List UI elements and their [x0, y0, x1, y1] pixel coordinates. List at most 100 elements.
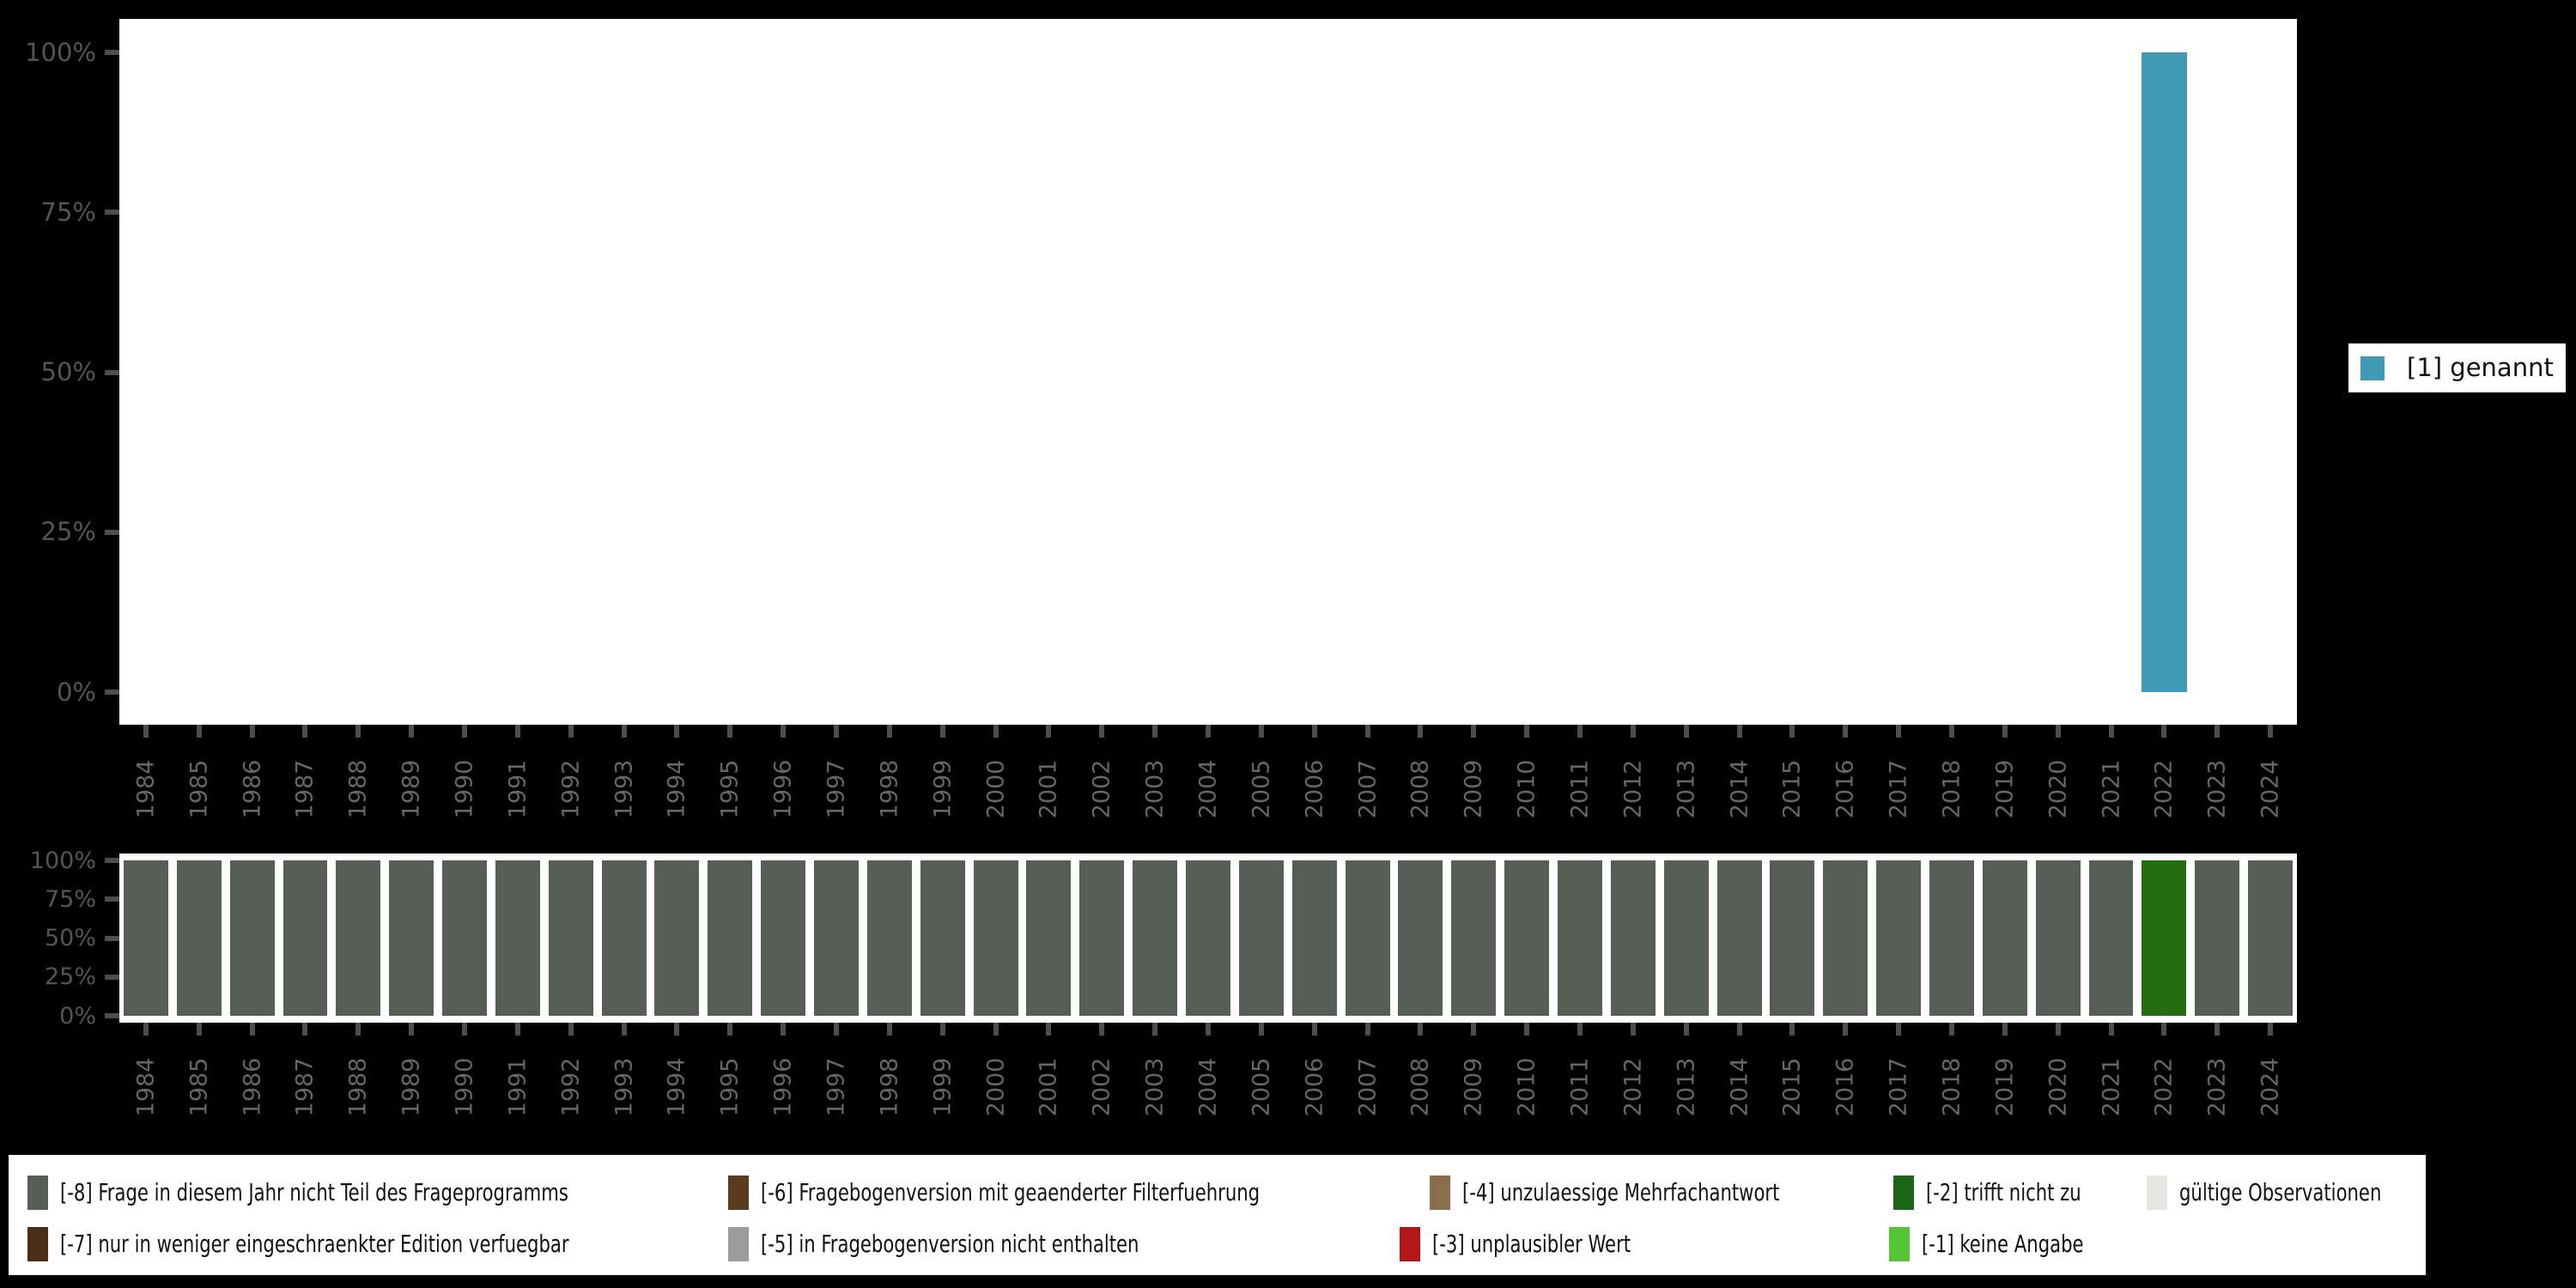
x-tick-mark	[196, 725, 202, 738]
x-tick-label: 2023	[2203, 1057, 2231, 1117]
x-tick-mark	[355, 1023, 361, 1036]
y-tick-label: 25%	[40, 517, 96, 547]
x-tick-label: 1996	[769, 1057, 797, 1117]
coverage-bar-2018	[1929, 860, 1974, 1016]
x-tick-label: 1998	[876, 759, 903, 819]
coverage-bar-2016	[1823, 860, 1868, 1016]
y-tick-mark	[105, 974, 119, 980]
x-tick-mark	[302, 1023, 308, 1036]
x-tick-mark	[1524, 725, 1530, 738]
legend-item--4: [-4] unzulaessige Mehrfachantwort	[1430, 1170, 1840, 1215]
x-tick-label: 1985	[185, 1057, 213, 1117]
x-tick-mark	[1418, 1023, 1424, 1036]
x-tick-mark	[143, 725, 149, 738]
coverage-bar-1993	[601, 860, 647, 1016]
coverage-bar-1985	[176, 860, 222, 1016]
x-tick-mark	[249, 725, 255, 738]
coverage-bar-2003	[1133, 860, 1178, 1016]
legend-item-label: [-4] unzulaessige Mehrfachantwort	[1462, 1178, 1780, 1206]
coverage-bar-2002	[1079, 860, 1125, 1016]
x-tick-label: 2024	[2257, 1057, 2284, 1117]
y-tick-mark	[105, 690, 119, 695]
x-tick-label: 1991	[504, 1057, 532, 1117]
x-tick-mark	[1789, 1023, 1795, 1036]
x-tick-label: 2020	[2044, 759, 2072, 819]
x-tick-mark	[2268, 1023, 2274, 1036]
x-tick-label: 1998	[876, 1057, 903, 1117]
coverage-bar-1986	[229, 860, 275, 1016]
legend-swatch	[728, 1227, 749, 1261]
x-tick-mark	[249, 1023, 255, 1036]
x-tick-mark	[1577, 1023, 1583, 1036]
coverage-bar-2001	[1026, 860, 1072, 1016]
y-tick-mark	[105, 369, 119, 375]
x-tick-mark	[1364, 725, 1370, 738]
coverage-bar-2012	[1610, 860, 1656, 1016]
x-tick-mark	[727, 1023, 733, 1036]
x-tick-label: 2014	[1726, 1057, 1753, 1117]
legend-item--7: [-7] nur in weniger eingeschraenkter Edi…	[27, 1222, 665, 1267]
x-tick-label: 2012	[1619, 1057, 1647, 1117]
x-tick-label: 2001	[1035, 1057, 1062, 1117]
x-tick-label: 2024	[2257, 759, 2284, 819]
x-tick-mark	[1364, 1023, 1370, 1036]
x-tick-mark	[727, 725, 733, 738]
bar-2022	[2141, 52, 2187, 692]
x-tick-mark	[2215, 1023, 2221, 1036]
legend-swatch	[1430, 1176, 1450, 1210]
missing-codes-legend-row: [-7] nur in weniger eingeschraenkter Edi…	[9, 1222, 2426, 1267]
x-tick-mark	[409, 1023, 415, 1036]
x-tick-mark	[1046, 1023, 1052, 1036]
x-tick-mark	[2108, 725, 2114, 738]
legend-swatch	[2147, 1176, 2167, 1210]
x-tick-label: 2007	[1354, 1057, 1382, 1117]
x-tick-mark	[1258, 725, 1264, 738]
coverage-bar-2015	[1770, 860, 1815, 1016]
y-tick-mark	[105, 935, 119, 941]
x-tick-label: 2017	[1885, 759, 1912, 819]
x-tick-mark	[1471, 1023, 1477, 1036]
x-tick-mark	[1152, 725, 1158, 738]
x-tick-label: 2003	[1141, 759, 1169, 819]
coverage-bar-2019	[1982, 860, 2027, 1016]
x-tick-label: 2019	[1991, 1057, 2019, 1117]
x-tick-label: 1997	[823, 759, 850, 819]
x-tick-mark	[568, 725, 574, 738]
legend-item-label: [-8] Frage in diesem Jahr nicht Teil des…	[60, 1178, 568, 1206]
legend-swatch	[1400, 1227, 1420, 1261]
x-tick-mark	[1843, 725, 1849, 738]
x-tick-mark	[781, 1023, 787, 1036]
x-tick-label: 1988	[344, 1057, 372, 1117]
x-tick-label: 2021	[2098, 1057, 2124, 1117]
x-tick-label: 1990	[451, 1057, 478, 1117]
legend-item-label: gültige Observationen	[2179, 1178, 2382, 1206]
x-tick-label: 2020	[2044, 1057, 2072, 1117]
x-tick-label: 2013	[1673, 1057, 1700, 1117]
coverage-bar-2023	[2195, 860, 2240, 1016]
coverage-y-axis: 100% 75% 50% 25% 0%	[0, 849, 119, 1028]
y-tick-label: 0%	[59, 1002, 96, 1030]
x-tick-mark	[1524, 1023, 1530, 1036]
x-tick-mark	[1311, 1023, 1317, 1036]
x-tick-label: 1997	[823, 1057, 850, 1117]
coverage-bar-1998	[866, 860, 912, 1016]
y-tick-mark	[105, 896, 119, 902]
x-tick-label: 2006	[1301, 1057, 1328, 1117]
x-tick-mark	[1152, 1023, 1158, 1036]
legend-item-label: [-7] nur in weniger eingeschraenkter Edi…	[60, 1230, 569, 1258]
x-tick-mark	[1206, 1023, 1211, 1036]
x-tick-label: 1986	[239, 1057, 266, 1117]
legend-swatch	[728, 1176, 749, 1210]
x-tick-mark	[939, 1023, 945, 1036]
legend-item-gueltig: gültige Observationen	[2147, 1170, 2420, 1215]
x-tick-label: 2023	[2203, 759, 2231, 819]
x-tick-mark	[355, 725, 361, 738]
x-tick-mark	[462, 1023, 468, 1036]
coverage-bar-2021	[2088, 860, 2134, 1016]
y-tick-mark	[105, 50, 119, 55]
x-tick-label: 2016	[1832, 1057, 1859, 1117]
coverage-bar-2020	[2035, 860, 2081, 1016]
x-tick-mark	[1683, 1023, 1689, 1036]
x-tick-mark	[409, 725, 415, 738]
